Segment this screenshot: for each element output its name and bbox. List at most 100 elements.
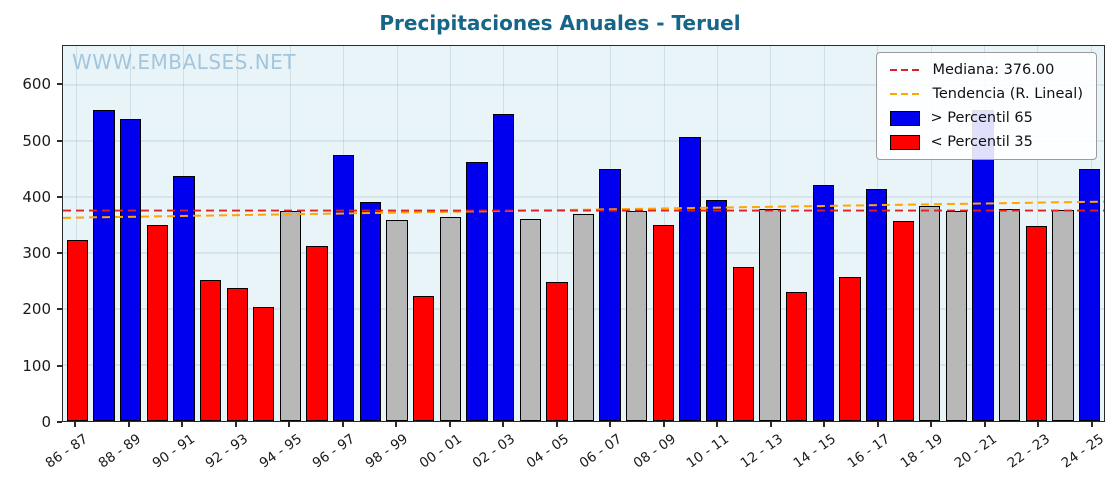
x-tick-mark [502,422,505,427]
bar-88-89 [119,118,142,421]
y-tick-label: 500 [22,131,51,150]
x-axis: 86 - 87 88 - 89 90 - 91 92 - 93 94 - 95 96 - … [42,422,1107,500]
p35-swatch [890,134,921,150]
bar-slot [1076,46,1103,421]
bar-slot [597,46,624,421]
x-tick-label: 06 - 07 [577,431,626,472]
x-tick-label: 92 - 93 [202,431,252,472]
x-tick-mark [930,422,933,427]
y-tick-label: 400 [22,187,51,206]
y-tick-label: 200 [22,300,51,319]
bar-18-19 [919,205,941,421]
bar-slot [490,46,517,421]
bar-slot [837,46,864,421]
bar-slot [703,46,730,421]
v-gridline [556,46,558,421]
bar-07-08 [626,210,648,421]
y-tick-mark [57,421,62,423]
x-tick-mark [341,422,344,427]
y-tick-label: 0 [41,413,51,431]
bar-slot [330,46,357,421]
legend-p65-label: > Percentil 65 [930,110,1033,126]
x-tick-label: 10 - 11 [684,431,733,472]
x-tick-label: 04 - 05 [523,431,572,472]
bar-21-22 [999,209,1021,421]
y-axis: 0 100 200 300 400 500 600 [0,45,62,431]
x-tick-label: 20 - 21 [951,431,1000,472]
y-tick-label: 600 [22,75,51,94]
bar-slot [730,46,757,421]
bar-92-93 [226,288,248,421]
y-tick-label: 100 [22,356,51,375]
y-tick-mark [57,308,62,311]
v-gridline [76,46,78,421]
bar-slot [384,46,411,421]
h-gridline [63,196,1104,198]
legend-item-median: Mediana: 376.00 [890,62,1083,78]
plot-area: WWW.EMBALSES.NET Mediana: 376.00 Tendenc… [62,45,1105,422]
bar-slot [91,46,118,421]
bar-06-07 [599,168,621,421]
bar-04-05 [546,282,568,421]
legend: Mediana: 376.00 Tendencia (R. Lineal) > … [876,52,1097,160]
bar-10-11 [706,200,728,421]
bar-09-10 [679,137,701,421]
bar-slot [357,46,384,421]
bar-11-12 [732,267,754,421]
x-tick-mark [234,422,237,427]
bar-02-03 [492,114,515,421]
x-tick-label: 22 - 23 [1004,431,1054,472]
y-tick-mark [57,83,62,86]
bar-19-20 [945,211,968,421]
chart-title: Precipitaciones Anuales - Teruel [379,11,741,35]
bar-05-06 [572,213,595,421]
bar-slot [623,46,650,421]
bar-slot [117,46,144,421]
bar-99-00 [412,296,435,421]
p65-swatch [890,110,921,126]
x-tick-mark [662,422,665,427]
x-tick-mark [181,422,184,427]
y-tick-mark [57,195,62,198]
bar-12-13 [759,209,781,421]
x-tick-mark [555,422,558,427]
bar-slot [437,46,464,421]
bar-01-02 [466,161,488,421]
bar-24-25 [1079,169,1101,421]
x-tick-mark [823,422,826,427]
v-gridline [236,46,238,421]
bar-16-17 [865,188,888,421]
bar-97-98 [359,201,382,421]
x-tick-label: 14 - 15 [791,431,840,472]
bar-03-04 [519,218,541,421]
bar-87-88 [93,109,115,421]
bar-slot [250,46,277,421]
legend-item-p35: < Percentil 35 [890,134,1083,150]
x-tick-label: 90 - 91 [149,431,198,472]
bar-95-96 [306,245,328,421]
x-tick-mark [876,422,879,427]
bar-slot [64,46,91,421]
x-tick-label: 18 - 19 [897,431,947,472]
x-tick-label: 94 - 95 [256,431,305,472]
x-tick-label: 12 - 13 [737,431,786,472]
bar-slot [570,46,597,421]
legend-trend-label: Tendencia (R. Lineal) [932,86,1083,102]
x-tick-mark [1090,422,1093,427]
x-tick-label: 88 - 89 [95,431,145,472]
bar-22-23 [1025,226,1048,421]
bars [63,46,1104,421]
bar-08-09 [652,225,675,421]
bar-slot [144,46,171,421]
median-line-sample [890,69,923,71]
h-gridline [63,84,1104,86]
bar-94-95 [279,211,302,421]
x-tick-mark [288,422,291,427]
bar-91-92 [199,279,222,421]
x-tick-label: 96 - 97 [309,431,358,472]
bar-90-91 [173,176,195,421]
bar-96-97 [333,155,355,421]
bar-slot [650,46,677,421]
x-tick-mark [395,422,398,427]
